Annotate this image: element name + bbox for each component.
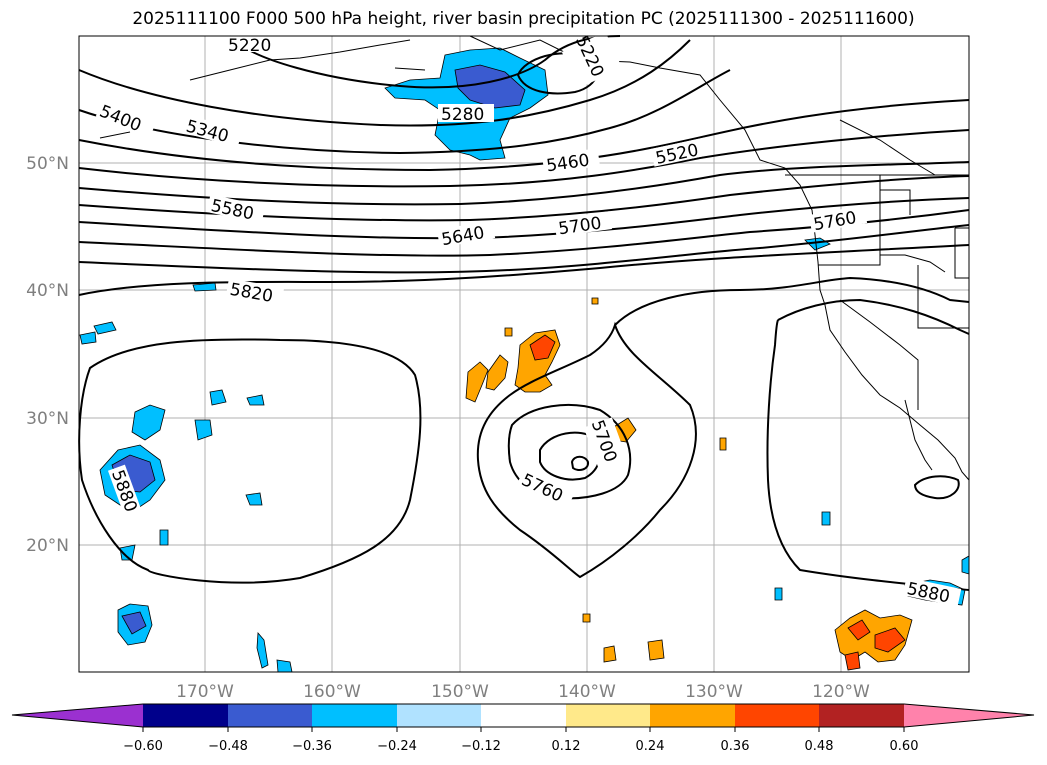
- colorbar-segment-3: [312, 704, 397, 727]
- colorbar-segment-9: [819, 704, 904, 727]
- contour-label-5280: 5280: [441, 105, 484, 125]
- lon-label-150w: 150°W: [431, 682, 489, 702]
- colorbar-segment-6: [566, 704, 650, 727]
- colorbar-tick-label-1: −0.60: [123, 739, 163, 754]
- contour-labels: 5220 5220 5280 5340 5400 5460 5520 5580 …: [95, 31, 962, 608]
- lat-label-20n: 20°N: [26, 536, 69, 556]
- map-frame: [78, 35, 970, 673]
- lat-label-40n: 40°N: [26, 281, 69, 301]
- height-contours: [78, 35, 970, 591]
- colorbar-segment-7: [650, 704, 735, 727]
- colorbar-tick-label-7: 0.24: [636, 739, 665, 754]
- colorbar-tick-label-5: −0.12: [461, 739, 501, 754]
- graticule: [79, 36, 969, 672]
- map-title: 2025111100 F000 500 hPa height, river ba…: [132, 9, 915, 29]
- colorbar-tick-label-2: −0.48: [208, 739, 248, 754]
- colorbar-segment-5: [481, 704, 566, 727]
- lon-label-130w: 130°W: [685, 682, 743, 702]
- lon-label-160w: 160°W: [303, 682, 361, 702]
- colorbar-tick-label-3: −0.36: [292, 739, 332, 754]
- colorbar-segment-8: [735, 704, 819, 727]
- contour-label-5220-a: 5220: [228, 36, 271, 56]
- colorbar-segment-extend-high: [904, 704, 1034, 727]
- lat-label-30n: 30°N: [26, 409, 69, 429]
- lat-label-50n: 50°N: [26, 154, 69, 174]
- colorbar-ticks: [142, 727, 905, 732]
- colorbar-segment-1: [143, 704, 228, 727]
- lon-label-120w: 120°W: [812, 682, 870, 702]
- coastlines: [99, 35, 970, 481]
- colorbar-tick-label-4: −0.24: [377, 739, 417, 754]
- colorbar-tick-label-10: 0.60: [890, 739, 919, 754]
- lon-label-140w: 140°W: [558, 682, 616, 702]
- colorbar-segment-4: [397, 704, 481, 727]
- colorbar: −0.60 −0.48 −0.36 −0.24 −0.12 0.12 0.24 …: [11, 703, 1035, 754]
- colorbar-segment-extend-low: [12, 704, 143, 727]
- colorbar-tick-label-6: 0.12: [552, 739, 581, 754]
- latitude-labels: 50°N 40°N 30°N 20°N: [26, 154, 69, 556]
- colorbar-segment-2: [228, 704, 312, 727]
- lon-label-170w: 170°W: [176, 682, 234, 702]
- colorbar-tick-label-8: 0.36: [721, 739, 750, 754]
- longitude-labels: 170°W 160°W 150°W 140°W 130°W 120°W: [176, 682, 870, 702]
- colorbar-tick-label-9: 0.48: [805, 739, 834, 754]
